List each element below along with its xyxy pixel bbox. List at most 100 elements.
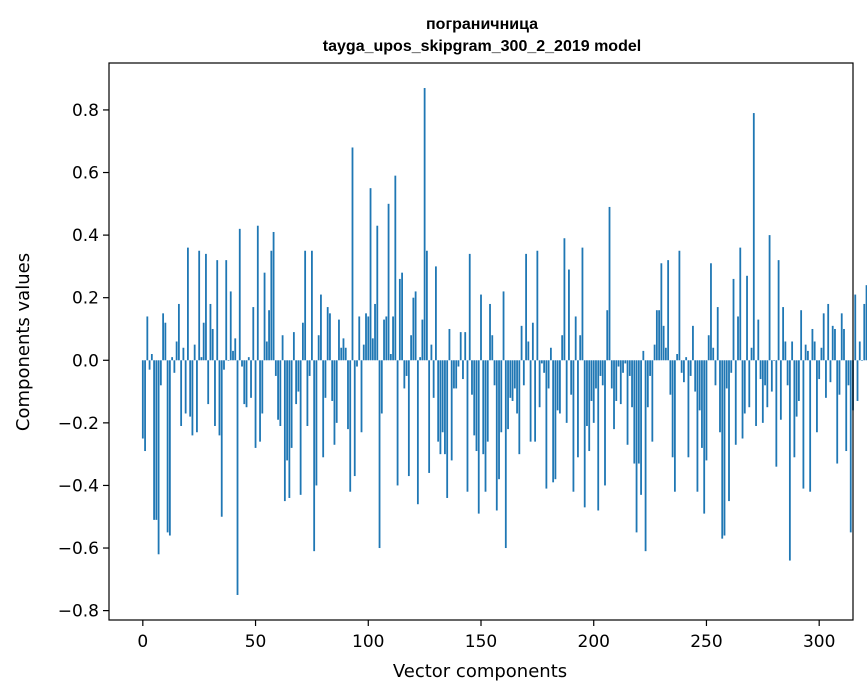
bar-85 [333, 360, 336, 445]
bar-66 [290, 360, 293, 448]
bar-97 [360, 360, 363, 433]
bar-139 [455, 360, 458, 389]
bar-311 [843, 328, 845, 361]
bar-10 [164, 322, 167, 361]
bar-150 [480, 294, 482, 361]
bar-74 [308, 360, 311, 376]
bar-235 [671, 360, 674, 458]
bar-123 [419, 357, 422, 361]
bar-240 [683, 360, 685, 383]
bar-91 [347, 360, 349, 430]
bar-275 [761, 360, 764, 423]
bar-302 [822, 313, 825, 361]
bar-40 [232, 350, 234, 361]
bar-239 [680, 360, 683, 373]
bar-284 [782, 307, 785, 361]
y-tick-label-0: −0.8 [58, 602, 99, 622]
bar-173 [531, 322, 534, 361]
bar-125 [423, 88, 426, 361]
bar-58 [272, 231, 275, 361]
bar-44 [241, 360, 243, 367]
bar-61 [279, 360, 282, 426]
y-axis: −0.8 −0.6 −0.4 −0.2 0.0 0.2 0.4 0.6 0.8 [58, 101, 109, 622]
bar-25 [198, 250, 201, 361]
bar-233 [667, 260, 670, 361]
bar-52 [259, 360, 261, 442]
bar-129 [432, 360, 435, 398]
bar-87 [338, 319, 340, 361]
bar-14 [173, 360, 176, 373]
x-tick-label-300: 300 [803, 632, 835, 652]
bar-312 [845, 360, 848, 452]
bar-159 [500, 360, 503, 433]
bar-100 [367, 316, 370, 361]
bar-156 [493, 360, 496, 386]
bar-121 [414, 291, 417, 361]
bar-197 [586, 360, 588, 426]
bar-103 [374, 303, 376, 361]
bar-73 [306, 360, 309, 426]
bar-230 [660, 263, 663, 361]
bar-321 [865, 285, 867, 361]
bar-237 [676, 354, 679, 361]
bar-283 [779, 360, 782, 420]
bar-106 [380, 360, 383, 414]
bar-162 [507, 360, 509, 430]
bar-4 [150, 354, 153, 361]
bar-255 [716, 307, 719, 361]
bar-39 [229, 291, 232, 361]
bar-269 [748, 360, 751, 408]
bar-187 [563, 238, 566, 361]
bar-307 [834, 328, 836, 361]
bar-36 [223, 360, 225, 370]
bar-229 [658, 310, 661, 361]
bar-72 [304, 250, 307, 361]
bar-81 [324, 360, 327, 398]
bar-19 [184, 360, 187, 414]
bar-3 [148, 360, 151, 370]
bar-47 [247, 357, 250, 361]
bar-178 [543, 360, 546, 373]
bar-90 [344, 347, 347, 361]
bar-221 [640, 360, 642, 495]
bar-257 [721, 360, 724, 539]
bar-291 [797, 360, 800, 401]
y-tick-label-8: 0.8 [72, 101, 99, 121]
bar-170 [525, 253, 527, 361]
bar-172 [529, 360, 532, 442]
bar-296 [809, 360, 812, 492]
bar-278 [768, 235, 771, 361]
bar-232 [664, 347, 667, 361]
bar-34 [218, 360, 221, 436]
bar-265 [739, 247, 742, 361]
bar-308 [836, 360, 839, 464]
bar-93 [351, 147, 354, 361]
bar-181 [549, 347, 552, 361]
bar-188 [565, 360, 568, 423]
bar-22 [191, 360, 194, 436]
bar-95 [356, 360, 358, 367]
bar-99 [365, 313, 367, 361]
bar-48 [250, 360, 252, 398]
bar-185 [559, 360, 561, 414]
bar-316 [854, 294, 857, 361]
bar-290 [795, 360, 798, 417]
bar-183 [554, 360, 557, 480]
bar-191 [572, 360, 575, 492]
bar-319 [861, 360, 863, 361]
bar-250 [705, 360, 708, 461]
bar-288 [791, 341, 794, 361]
x-tick-label-50: 50 [245, 632, 267, 652]
bar-208 [610, 360, 613, 389]
bar-154 [489, 303, 491, 361]
bar-179 [545, 360, 548, 489]
bar-120 [412, 297, 415, 361]
bar-289 [793, 360, 796, 458]
bar-282 [777, 260, 780, 361]
bar-146 [471, 360, 473, 395]
bar-6 [155, 360, 158, 520]
chart-titles: пограничница tayga_upos_skipgram_300_2_2… [323, 16, 641, 55]
bar-163 [509, 360, 512, 398]
bar-51 [256, 225, 259, 361]
